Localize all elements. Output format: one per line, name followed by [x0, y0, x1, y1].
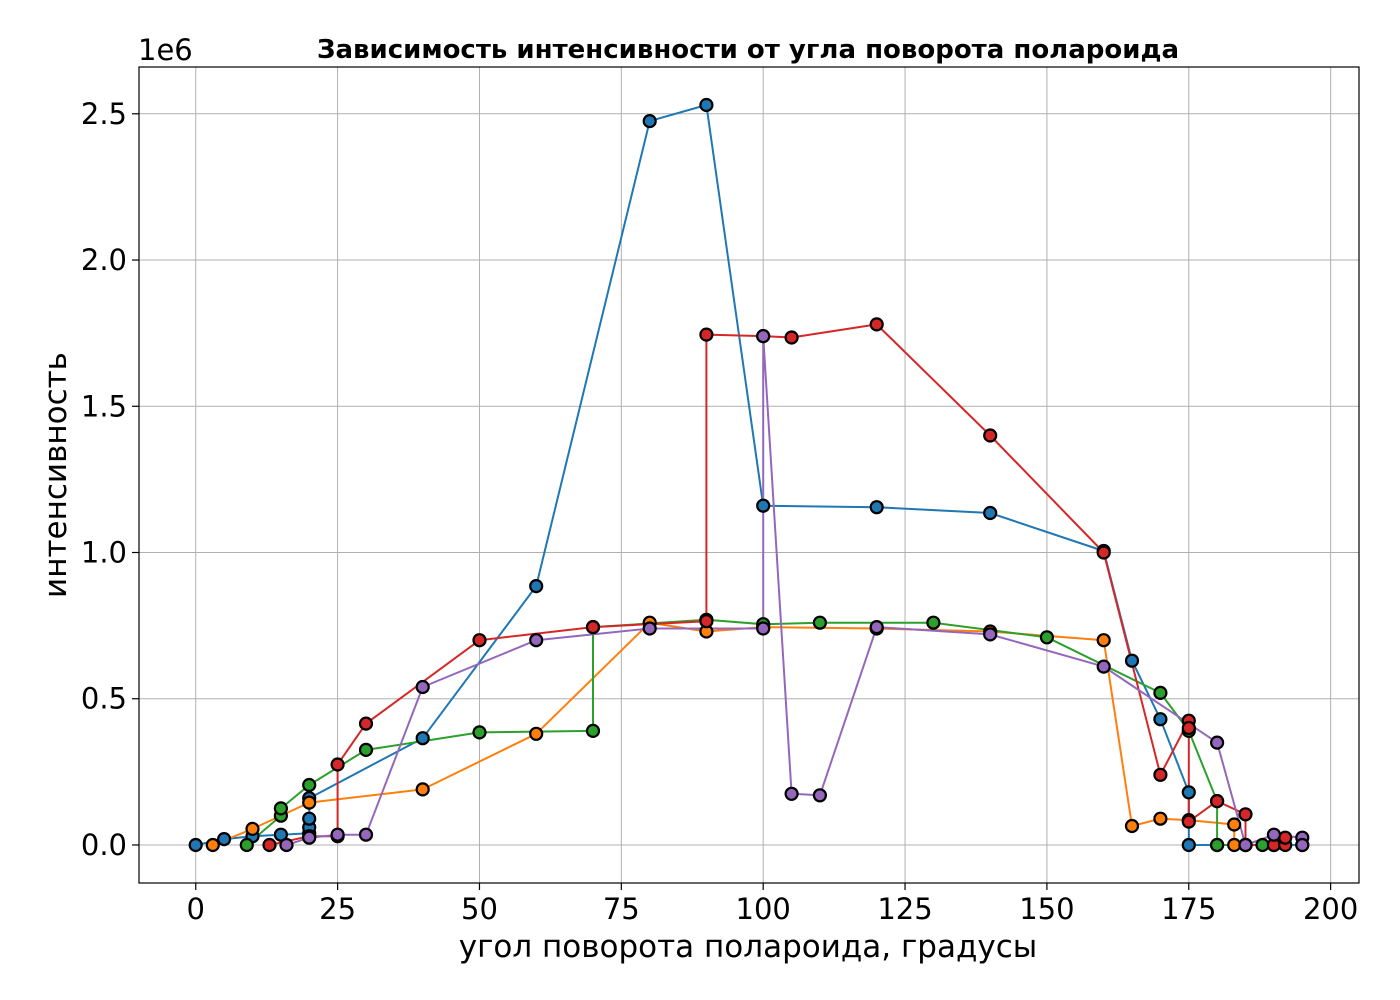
y-tick-label: 1.0 [81, 536, 127, 570]
series-5-point [869, 619, 884, 635]
y-offset-text: 1e6 [138, 33, 193, 67]
series-2-point [415, 782, 430, 797]
series-3-point [1153, 685, 1168, 701]
x-tick-label: 150 [1019, 892, 1074, 926]
series-4-point [1238, 807, 1253, 822]
series-1-point [217, 831, 232, 847]
series-3-point [1255, 837, 1270, 853]
y-axis-ticks: 0.0 0.5 1.0 1.5 2.0 2.5 [81, 97, 139, 862]
series-4-point [472, 633, 487, 648]
chart-title: Зависимость интенсивности от угла поворо… [317, 35, 1179, 65]
series-4-point [983, 428, 998, 443]
y-tick-label: 1.5 [81, 389, 127, 423]
series-5-point [330, 827, 345, 842]
series-5-point [415, 679, 430, 695]
y-tick-label: 0.5 [81, 682, 127, 716]
series-4-point [1153, 767, 1168, 782]
x-tick-label: 0 [187, 892, 205, 926]
x-tick-label: 100 [736, 892, 791, 926]
series-5-point [642, 621, 657, 636]
series-4-point [330, 757, 345, 772]
series-2-point [1124, 818, 1140, 834]
series-1-point [302, 811, 317, 826]
series-4-point [585, 619, 601, 635]
series-2-point [205, 837, 220, 853]
series-2-point [1096, 633, 1111, 648]
series-4-point [262, 837, 277, 853]
series-4-point [1096, 545, 1111, 560]
series-5-point [1238, 837, 1253, 853]
x-axis-ticks: 0 25 50 75 100 125 150 175 200 [187, 883, 1358, 926]
series-5-point [1209, 735, 1225, 750]
series-4-point [1209, 793, 1225, 809]
series-4-point [1278, 830, 1293, 845]
series-5-point [302, 830, 317, 845]
series-4-point [699, 614, 714, 629]
series-4-point [784, 330, 799, 345]
series-1-point [1124, 653, 1140, 668]
series-5-point [756, 329, 771, 344]
plot-frame [138, 66, 1360, 884]
series-4-point [1181, 720, 1196, 736]
series-3-point [585, 723, 601, 739]
y-tick-label: 2.0 [81, 243, 127, 277]
x-tick-label: 25 [319, 892, 356, 926]
series-3-point [358, 742, 374, 758]
series-3-point [273, 801, 288, 816]
series-5-point [279, 837, 294, 853]
y-axis-label: интенсивность [38, 352, 74, 598]
x-axis-label: угол поворота полароида, градусы [459, 929, 1038, 965]
series-5-point [756, 621, 771, 636]
x-tick-label: 200 [1303, 892, 1358, 926]
series-3-point [239, 837, 254, 853]
series-3-point [812, 615, 828, 630]
series-5-point [1266, 827, 1282, 842]
y-tick-label: 0.0 [81, 828, 127, 862]
grid-lines [139, 67, 1359, 883]
series-5-point [784, 786, 799, 801]
x-tick-label: 125 [877, 892, 932, 926]
x-tick-label: 50 [461, 892, 498, 926]
series-4-point [358, 716, 374, 731]
series-1-point [1181, 785, 1196, 800]
series-2-point [1153, 811, 1168, 826]
series-1-point [415, 731, 430, 746]
series-5-point [358, 827, 374, 842]
series-1-point [699, 97, 714, 113]
series-1-point [642, 113, 657, 129]
series-2-point [1227, 817, 1242, 832]
series-1-point [529, 578, 544, 594]
series-1-point [188, 837, 203, 853]
series-3-point [472, 725, 487, 740]
series-2-point [245, 821, 260, 837]
series-5-point [1295, 837, 1310, 853]
series-1-point [869, 500, 884, 515]
series-4-point [869, 317, 884, 332]
series-3-point [302, 777, 317, 793]
series-5-point [983, 627, 998, 642]
series-3-point [926, 615, 941, 630]
series-1-point [983, 505, 998, 521]
series-5-point [529, 633, 544, 648]
x-tick-label: 75 [603, 892, 640, 926]
series-4-point [1181, 814, 1196, 829]
x-tick-label: 175 [1161, 892, 1216, 926]
series-2-point [529, 726, 544, 741]
series-1-point [1181, 837, 1196, 853]
y-tick-label: 2.5 [81, 97, 127, 131]
series-2-point [1227, 837, 1242, 853]
series-5-point [1096, 659, 1111, 674]
series-2-point [302, 795, 317, 810]
series-group [188, 97, 1310, 853]
series-3-point [1039, 630, 1055, 645]
series-5-point [812, 788, 828, 803]
series-1-point [756, 498, 771, 513]
series-3-point [1209, 837, 1225, 853]
series-1-point [1153, 712, 1168, 727]
series-4-point [699, 327, 714, 342]
